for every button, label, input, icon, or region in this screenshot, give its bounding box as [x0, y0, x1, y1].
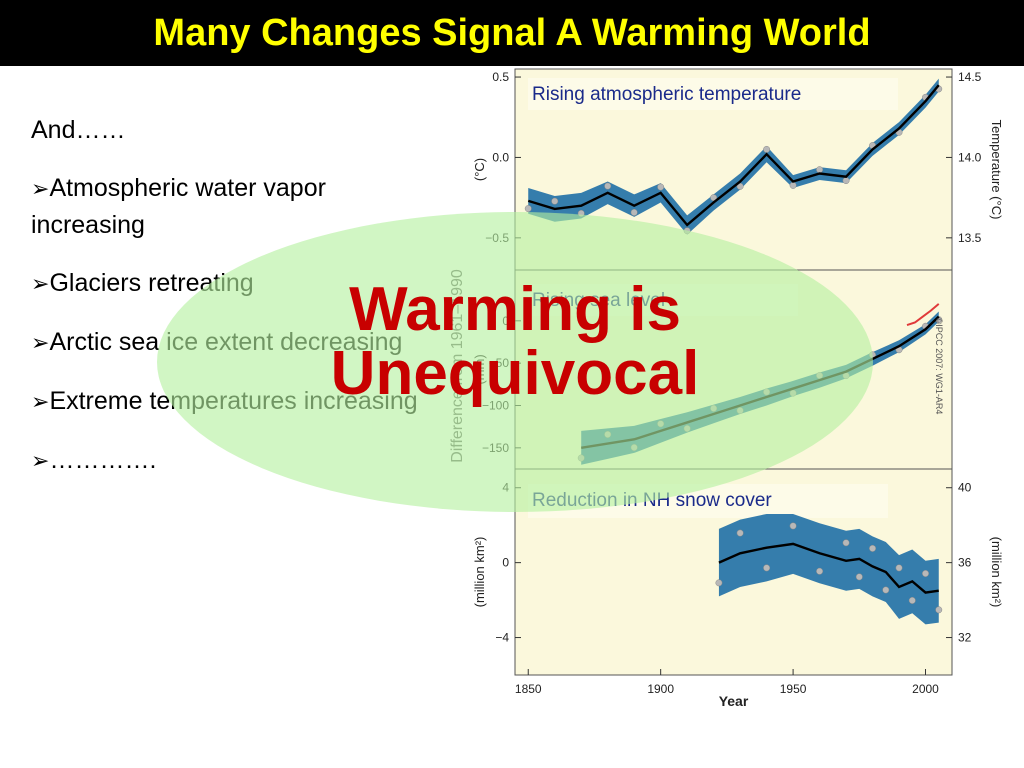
data-point: [922, 570, 929, 577]
data-point: [908, 597, 916, 604]
overlay-line-1: Warming is: [349, 275, 681, 344]
panel-title: Rising atmospheric temperature: [532, 84, 801, 105]
data-point: [816, 567, 824, 575]
data-point: [855, 573, 863, 581]
data-point: [736, 529, 744, 537]
arrow-icon: ➢: [31, 176, 50, 201]
right-tick-label: 36: [958, 556, 972, 570]
x-axis-label: Year: [719, 693, 749, 709]
right-tick-label: 40: [958, 481, 972, 495]
overlay-line-2: Unequivocal: [330, 339, 700, 408]
y-tick-label: 0: [502, 556, 509, 570]
right-axis-label: (million km²): [989, 537, 1004, 608]
right-tick-label: 13.5: [958, 231, 982, 245]
satellite-line: [906, 303, 940, 326]
right-tick-label: 14.5: [958, 70, 982, 84]
data-point: [842, 539, 850, 547]
slide-title: Many Changes Signal A Warming World: [153, 11, 871, 54]
panel-title-box: [528, 78, 898, 110]
data-point: [789, 181, 797, 189]
intro-text: And……: [31, 116, 126, 144]
y-tick-label: 0.5: [492, 70, 509, 84]
bullet-text: Atmospheric water vapor increasing: [31, 174, 326, 239]
data-point: [604, 182, 612, 190]
overlay-headline: Warming is Unequivocal: [157, 278, 873, 406]
arrow-icon: ➢: [31, 389, 50, 414]
data-point: [882, 586, 890, 594]
data-point: [935, 606, 943, 614]
x-tick-label: 2000: [912, 682, 939, 696]
series-line: [527, 84, 940, 227]
data-point: [715, 579, 723, 587]
data-point: [710, 194, 718, 202]
right-tick-label: 14.0: [958, 150, 982, 164]
y-axis-label: (°C): [472, 158, 487, 181]
arrow-icon: ➢: [31, 330, 50, 355]
arrow-icon: ➢: [31, 271, 50, 296]
data-point: [869, 544, 876, 552]
data-point: [789, 522, 797, 530]
overlay-ellipse: [157, 212, 873, 512]
data-point: [630, 208, 638, 216]
bullet-item: ➢………….: [31, 442, 431, 479]
x-tick-label: 1900: [647, 682, 674, 696]
data-point: [763, 564, 771, 572]
series-line: [718, 542, 939, 594]
title-bar: Many Changes Signal A Warming World: [0, 0, 1024, 66]
data-point: [551, 197, 559, 205]
right-axis-label: Temperature (°C): [989, 120, 1004, 220]
y-tick-label: −4: [495, 631, 509, 645]
right-tick-label: 32: [958, 631, 972, 645]
data-point: [895, 564, 903, 572]
bullet-item: ➢Atmospheric water vapor increasing: [31, 170, 431, 243]
data-point: [524, 205, 532, 213]
arrow-icon: ➢: [31, 448, 50, 473]
y-axis-label: (million km²): [472, 537, 487, 608]
y-tick-label: 0.0: [492, 150, 509, 164]
x-tick-label: 1950: [780, 682, 807, 696]
uncertainty-band: [528, 78, 939, 235]
ipcc-figure: Rising atmospheric temperature0.50.0−0.5…: [449, 68, 1004, 709]
uncertainty-band: [718, 513, 939, 625]
data-point: [763, 145, 771, 153]
data-point: [736, 182, 744, 190]
data-point: [842, 177, 850, 185]
data-point: [657, 183, 665, 191]
data-point: [816, 166, 824, 174]
x-tick-label: 1850: [515, 682, 542, 696]
copyright-text: ©IPCC 2007: WG1-AR4: [934, 318, 944, 415]
bullet-text: ………….: [49, 446, 157, 474]
